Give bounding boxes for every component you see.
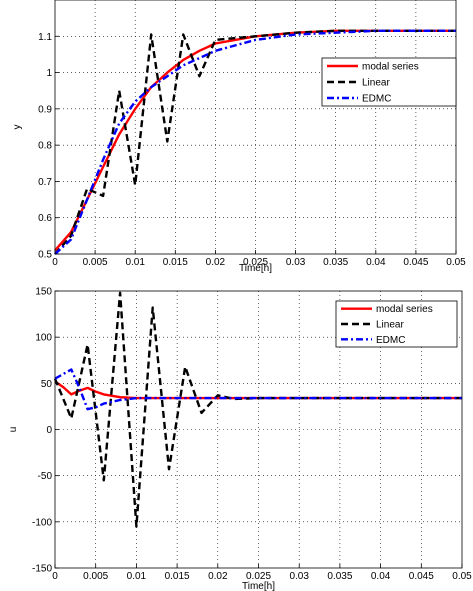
x-tick-label: 0.01 (125, 257, 145, 268)
x-tick-label: 0.035 (327, 571, 352, 582)
series-line-3 (54, 368, 462, 411)
x-tick-label: 0.01 (127, 571, 147, 582)
legend: modal series Linear EDMC (321, 57, 457, 107)
x-tick-label: 0.005 (83, 571, 108, 582)
series-line-2 (53, 291, 462, 528)
plot-area (55, 0, 456, 254)
y-tick-label: 0.6 (38, 213, 52, 224)
x-tick-label: 0.045 (409, 571, 434, 582)
x-tick-label: 0.015 (163, 257, 188, 268)
series-line-3 (54, 29, 456, 255)
legend-label-3: EDMC (362, 94, 391, 105)
y-tick-label: 100 (35, 333, 52, 344)
legend: modal series Linear EDMC (335, 300, 458, 348)
y-tick-label: 0.5 (38, 250, 52, 261)
x-tick-label: 0.02 (206, 257, 226, 268)
y-tick-label: 50 (41, 379, 53, 390)
x-tick-label: 0.025 (246, 571, 271, 582)
x-tick-label: 0.03 (289, 571, 309, 582)
legend-label-1: modal series (376, 304, 433, 315)
series-line-2 (54, 29, 456, 255)
y-tick-label: 150 (35, 287, 52, 298)
x-axis-label: Time[h] (242, 581, 275, 591)
series-line-1 (54, 29, 456, 252)
x-tick-label: 0.015 (165, 571, 190, 582)
y-tick-label: 1.1 (38, 32, 52, 43)
legend-label-2: Linear (376, 320, 404, 331)
y-tick-label: 1 (46, 68, 52, 79)
y-tick-label: 0.8 (38, 141, 52, 152)
chart-2: 0 0.005 0.01 0.015 0.02 0.025 0.03 0.035 0.04 0.0… (8, 287, 472, 591)
y-tick-label: 0 (46, 425, 52, 436)
chart-1: 0 0.005 0.01 0.015 0.02 0.025 0.03 0.035 0.04 0.0… (12, 0, 466, 274)
y-tick-label: 0.7 (38, 177, 52, 188)
y-axis-label: u (8, 427, 19, 433)
y-tick-label: -50 (38, 471, 53, 482)
x-tick-label: 0.02 (208, 571, 228, 582)
x-tick-label: 0.035 (323, 257, 348, 268)
y-tick-label: -150 (32, 564, 52, 575)
x-tick-label: 0.03 (286, 257, 306, 268)
x-tick-label: 0 (52, 257, 58, 268)
x-axis-label: Time[h] (239, 263, 272, 274)
y-axis-label: y (12, 125, 23, 130)
x-tick-label: 0.005 (83, 257, 108, 268)
legend-label-2: Linear (362, 78, 390, 89)
legend-label-3: EDMC (376, 335, 405, 346)
x-tick-label: 0.04 (366, 257, 386, 268)
legend-label-1: modal series (362, 62, 419, 73)
x-tick-label: 0.05 (452, 571, 472, 582)
y-tick-label: -100 (32, 517, 52, 528)
x-tick-label: 0.05 (446, 257, 466, 268)
y-tick-label: 0.9 (38, 104, 52, 115)
x-tick-label: 0.025 (243, 257, 268, 268)
x-tick-label: 0.045 (403, 257, 428, 268)
x-tick-label: 0 (52, 571, 58, 582)
x-tick-label: 0.04 (371, 571, 391, 582)
